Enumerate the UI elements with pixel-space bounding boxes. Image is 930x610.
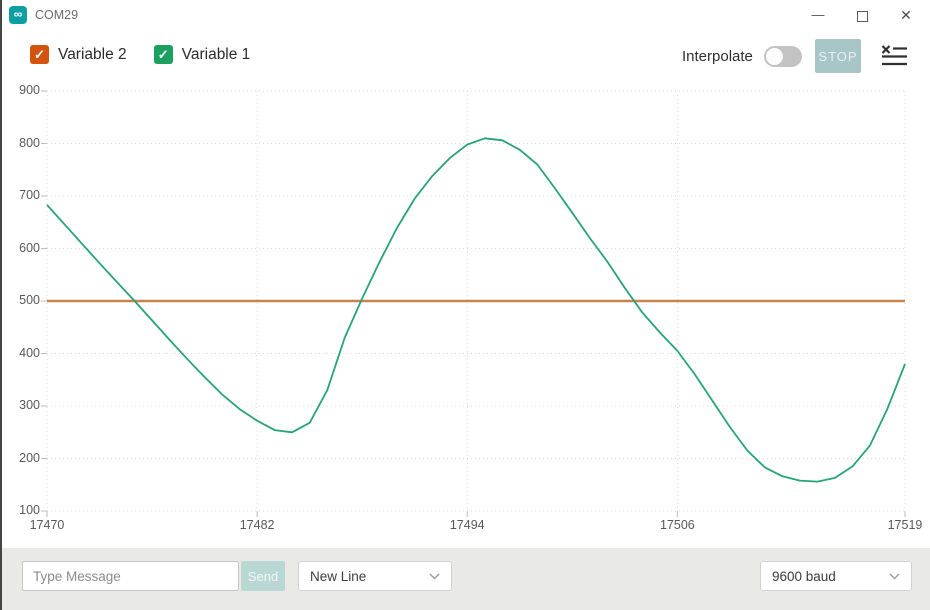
variable-1-label: Variable 1 (181, 45, 251, 63)
interpolate-label: Interpolate (682, 48, 753, 65)
variable-1-line (46, 137, 906, 483)
arduino-logo-icon: ∞ (9, 6, 27, 24)
x-axis-label: 17482 (239, 518, 275, 532)
stop-button[interactable]: STOP (815, 39, 861, 73)
title-bar: ∞ COM29 — ✕ (0, 0, 930, 30)
y-axis-label: 400 (19, 345, 40, 360)
line-ending-value: New Line (310, 568, 367, 584)
y-axis-label: 900 (19, 83, 40, 97)
chevron-down-icon (889, 573, 900, 579)
variable-1-checkbox[interactable]: ✓ (153, 45, 173, 64)
clear-plot-button[interactable] (878, 44, 910, 70)
baud-rate-select[interactable]: 9600 baud (760, 561, 912, 591)
minimize-button[interactable]: — (804, 4, 832, 26)
x-axis-label: 17519 (887, 518, 923, 532)
chevron-down-icon (429, 573, 440, 579)
legend-item-variable-2: ✓ Variable 2 (30, 45, 127, 64)
message-bar: Send New Line 9600 baud (2, 548, 930, 610)
maximize-icon (856, 10, 868, 22)
baud-rate-value: 9600 baud (772, 568, 836, 584)
y-axis-label: 700 (19, 188, 40, 202)
window-left-edge (0, 0, 2, 610)
interpolate-toggle[interactable] (764, 46, 802, 67)
maximize-button[interactable] (848, 4, 876, 26)
y-axis-label: 100 (19, 503, 40, 517)
y-axis-label: 500 (19, 293, 40, 307)
y-axis-label: 800 (19, 135, 40, 150)
clear-plot-icon (881, 44, 907, 65)
message-input[interactable] (22, 561, 239, 591)
toggle-knob-icon (766, 48, 783, 65)
y-axis-label: 300 (19, 398, 40, 412)
x-axis-label: 17470 (29, 518, 65, 532)
variable-2-checkbox[interactable]: ✓ (30, 45, 49, 64)
chart-area: 100 200 300 400 500 600 700 800 900 17470 17482 174… (19, 83, 923, 532)
close-button[interactable]: ✕ (892, 4, 920, 26)
y-axis-label: 600 (19, 240, 40, 255)
window-title: COM29 (35, 8, 79, 22)
variable-2-label: Variable 2 (58, 45, 127, 63)
x-axis-label: 17506 (659, 518, 695, 532)
y-axis-label: 200 (19, 450, 40, 465)
x-axis-label: 17494 (449, 518, 485, 532)
line-ending-select[interactable]: New Line (298, 561, 452, 591)
send-button[interactable]: Send (241, 561, 285, 591)
line-chart (41, 90, 906, 517)
legend-item-variable-1: ✓ Variable 1 (153, 45, 251, 64)
plot-legend: ✓ Variable 2 ✓ Variable 1 (30, 45, 250, 64)
